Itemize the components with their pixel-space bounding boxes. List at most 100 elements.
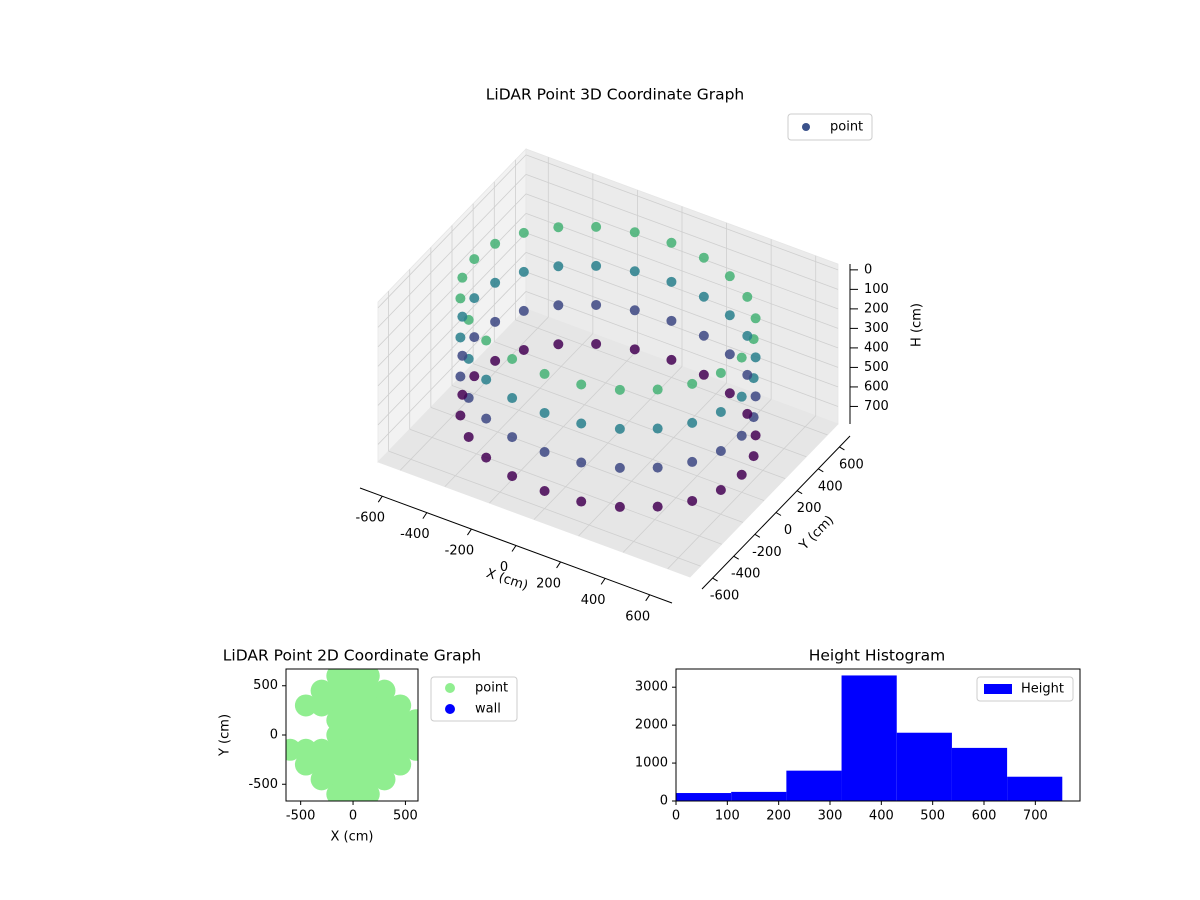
y-tick bbox=[796, 490, 803, 495]
data-point bbox=[463, 431, 474, 442]
z-tick-label: 600 bbox=[864, 379, 889, 394]
data-point bbox=[614, 384, 625, 395]
data-point bbox=[518, 344, 529, 355]
x-axis-line bbox=[359, 487, 673, 604]
data-point bbox=[715, 485, 726, 496]
y-tick-label: 0 bbox=[270, 728, 278, 743]
bar bbox=[951, 747, 1008, 801]
x-tick bbox=[377, 495, 383, 503]
y-tick-label: 0 bbox=[784, 523, 792, 538]
data-point bbox=[698, 369, 709, 380]
x-tick-label: 200 bbox=[766, 809, 791, 824]
x-tick-label: 0 bbox=[500, 560, 508, 575]
x-tick-label: 200 bbox=[536, 576, 561, 591]
z-tick-label: 400 bbox=[864, 340, 889, 355]
data-point bbox=[687, 378, 698, 389]
x-tick bbox=[467, 528, 472, 536]
data-point bbox=[539, 368, 550, 379]
data-point bbox=[455, 332, 466, 343]
x-axis-label: X (cm) bbox=[331, 830, 374, 845]
grid-line bbox=[525, 154, 839, 271]
grid-line bbox=[525, 252, 839, 368]
data-point bbox=[490, 355, 501, 366]
data-point bbox=[404, 738, 418, 761]
grid-line bbox=[377, 193, 527, 348]
y-tick bbox=[754, 533, 761, 538]
y-tick-label: -600 bbox=[710, 589, 740, 604]
grid-line bbox=[525, 271, 839, 388]
data-point bbox=[750, 430, 761, 441]
data-point bbox=[481, 452, 492, 463]
data-point bbox=[507, 432, 518, 443]
x-tick bbox=[556, 561, 561, 569]
data-point bbox=[553, 300, 564, 311]
data-point bbox=[310, 694, 333, 717]
data-point bbox=[736, 391, 747, 402]
data-point bbox=[507, 393, 518, 404]
data-point bbox=[748, 451, 759, 462]
data-point bbox=[629, 227, 640, 238]
data-point bbox=[652, 462, 663, 473]
z-axis-label: H (cm) bbox=[910, 303, 925, 347]
data-point bbox=[481, 413, 492, 424]
grid-line bbox=[377, 213, 527, 367]
grid-line bbox=[525, 232, 839, 349]
data-point bbox=[481, 335, 492, 346]
x-tick bbox=[511, 545, 517, 552]
data-point bbox=[666, 276, 677, 287]
z-tick-label: 300 bbox=[864, 321, 889, 336]
legend-box bbox=[430, 676, 518, 722]
data-point bbox=[687, 456, 698, 467]
x-tick-label: 500 bbox=[393, 809, 418, 824]
data-point bbox=[715, 445, 726, 456]
data-point bbox=[666, 315, 677, 326]
data-point bbox=[457, 272, 468, 283]
z-tick-label: 500 bbox=[864, 360, 889, 375]
data-point bbox=[357, 783, 380, 801]
data-point bbox=[455, 293, 466, 304]
x-tick bbox=[600, 578, 606, 585]
z-tick-label: 200 bbox=[864, 301, 889, 316]
data-point bbox=[553, 222, 564, 233]
data-point bbox=[698, 291, 709, 302]
y-tick bbox=[775, 512, 782, 516]
grid-line bbox=[525, 173, 839, 290]
x-tick-label: 700 bbox=[1023, 809, 1048, 824]
x-tick-label: 300 bbox=[818, 809, 843, 824]
data-point bbox=[310, 768, 333, 791]
data-point bbox=[457, 350, 468, 361]
data-point bbox=[591, 260, 602, 271]
x-tick-label: 0 bbox=[672, 809, 680, 824]
x-tick-label: 0 bbox=[349, 809, 357, 824]
z-tick-label: 0 bbox=[864, 262, 872, 277]
legend-marker bbox=[445, 704, 455, 714]
bar bbox=[676, 793, 732, 801]
data-point bbox=[614, 501, 625, 512]
data-point bbox=[750, 313, 761, 324]
x-tick-label: -600 bbox=[356, 511, 386, 526]
x-tick-label: 600 bbox=[972, 809, 997, 824]
data-point bbox=[715, 367, 726, 378]
y-axis-line bbox=[701, 435, 851, 590]
x-tick bbox=[422, 512, 428, 519]
y-tick-label: 1000 bbox=[635, 756, 668, 771]
z-tick-label: 700 bbox=[864, 399, 889, 414]
y-tick-label: 0 bbox=[660, 794, 668, 809]
data-point bbox=[469, 332, 480, 343]
grid-line bbox=[388, 450, 701, 567]
data-point bbox=[490, 277, 501, 288]
data-point bbox=[373, 768, 396, 791]
data-point bbox=[469, 371, 480, 382]
data-point bbox=[518, 305, 529, 316]
data-point bbox=[629, 305, 640, 316]
y-tick bbox=[733, 555, 739, 560]
chart-title: LiDAR Point 3D Coordinate Graph bbox=[486, 86, 744, 104]
x-tick bbox=[645, 594, 651, 602]
data-point bbox=[294, 753, 317, 776]
legend-box bbox=[976, 676, 1074, 702]
legend-patch bbox=[984, 684, 1012, 694]
data-point bbox=[539, 446, 550, 457]
x-tick-label: 400 bbox=[581, 593, 606, 608]
bar bbox=[786, 770, 842, 801]
data-point bbox=[750, 352, 761, 363]
